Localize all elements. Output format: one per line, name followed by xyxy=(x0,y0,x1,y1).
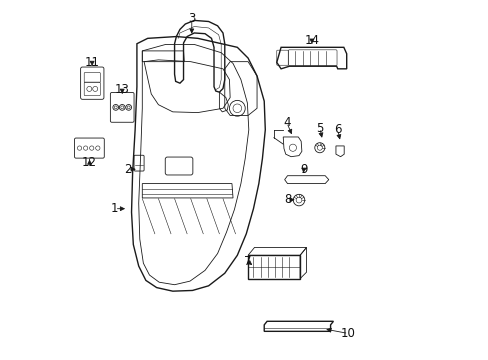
Text: 4: 4 xyxy=(283,116,290,129)
Text: 8: 8 xyxy=(284,193,291,206)
Text: 13: 13 xyxy=(115,83,129,96)
Text: 7: 7 xyxy=(244,255,251,268)
Text: 5: 5 xyxy=(315,122,323,135)
Text: 10: 10 xyxy=(340,327,355,340)
Text: 14: 14 xyxy=(304,33,319,47)
Text: 2: 2 xyxy=(124,163,131,176)
Text: 1: 1 xyxy=(111,202,118,215)
Text: 3: 3 xyxy=(188,12,195,25)
Text: 6: 6 xyxy=(333,123,341,136)
Text: 12: 12 xyxy=(82,156,97,169)
Text: 9: 9 xyxy=(299,163,307,176)
Text: 11: 11 xyxy=(84,56,100,69)
